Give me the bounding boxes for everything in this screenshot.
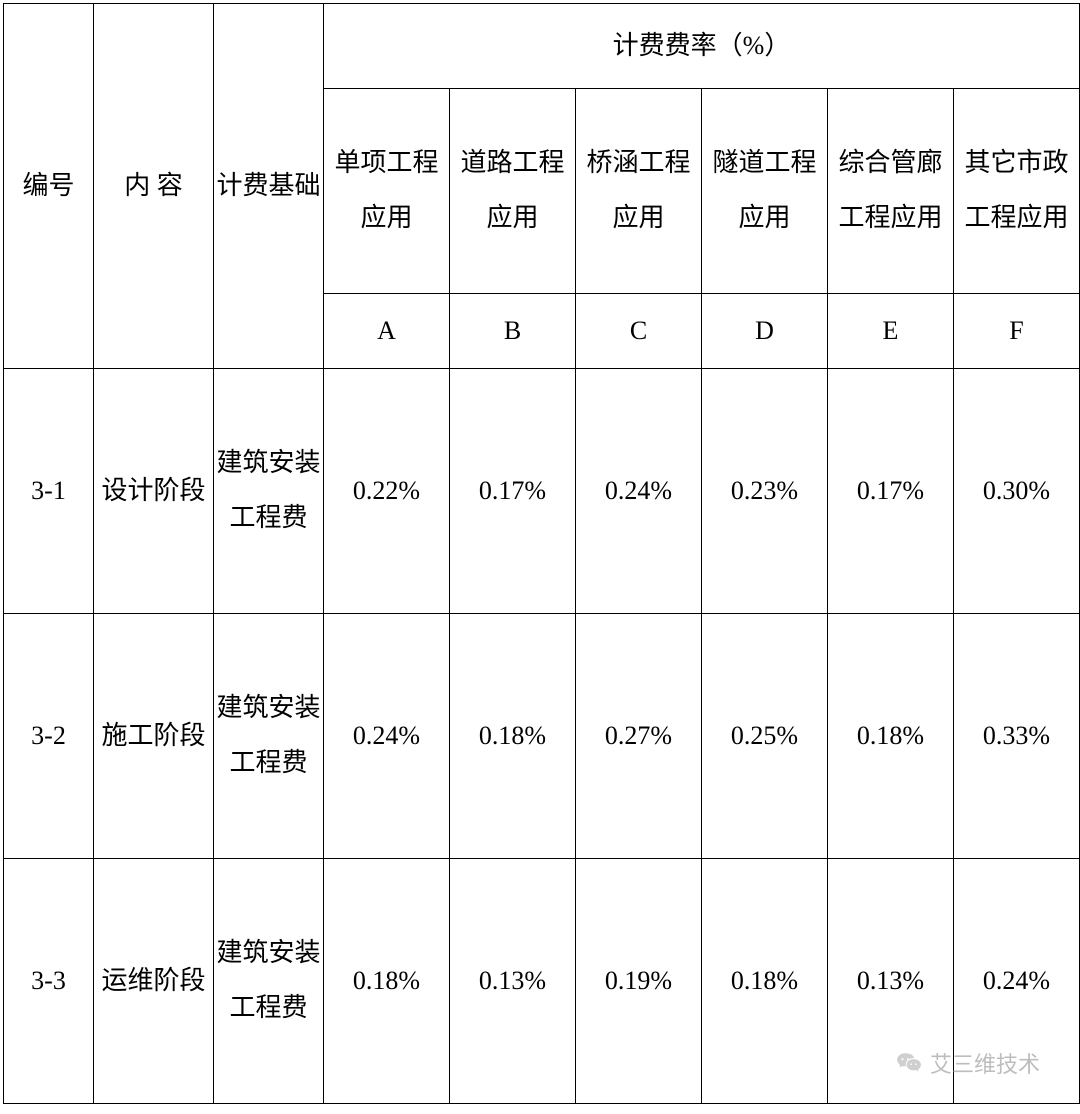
cell-rate: 0.17% (450, 369, 576, 614)
cell-rate: 0.18% (450, 614, 576, 859)
cell-rate: 0.18% (324, 859, 450, 1104)
header-rate-letter: B (450, 294, 576, 369)
header-rate-letter: D (702, 294, 828, 369)
header-row-1: 编号 内 容 计费基础 计费费率（%） (4, 4, 1080, 89)
cell-rate: 0.13% (828, 859, 954, 1104)
table-row: 3-3 运维阶段 建筑安装工程费 0.18% 0.13% 0.19% 0.18%… (4, 859, 1080, 1104)
header-basis: 计费基础 (214, 4, 324, 369)
header-rate-label: 隧道工程应用 (702, 89, 828, 294)
cell-rate: 0.24% (576, 369, 702, 614)
cell-basis: 建筑安装工程费 (214, 859, 324, 1104)
header-rate-label: 综合管廊工程应用 (828, 89, 954, 294)
cell-rate: 0.19% (576, 859, 702, 1104)
cell-rate: 0.30% (954, 369, 1080, 614)
header-rate-label: 道路工程应用 (450, 89, 576, 294)
cell-rate: 0.24% (324, 614, 450, 859)
header-rate-label: 桥涵工程应用 (576, 89, 702, 294)
header-rate-label: 单项工程应用 (324, 89, 450, 294)
header-rate-group: 计费费率（%） (324, 4, 1080, 89)
cell-rate: 0.17% (828, 369, 954, 614)
cell-num: 3-3 (4, 859, 94, 1104)
header-content: 内 容 (94, 4, 214, 369)
table-row: 3-1 设计阶段 建筑安装工程费 0.22% 0.17% 0.24% 0.23%… (4, 369, 1080, 614)
header-rate-label: 其它市政工程应用 (954, 89, 1080, 294)
cell-rate: 0.18% (828, 614, 954, 859)
cell-rate: 0.25% (702, 614, 828, 859)
cell-rate: 0.23% (702, 369, 828, 614)
cell-rate: 0.18% (702, 859, 828, 1104)
cell-num: 3-2 (4, 614, 94, 859)
cell-rate: 0.27% (576, 614, 702, 859)
cell-rate: 0.22% (324, 369, 450, 614)
cell-rate: 0.13% (450, 859, 576, 1104)
cell-content: 设计阶段 (94, 369, 214, 614)
cell-content: 运维阶段 (94, 859, 214, 1104)
cell-basis: 建筑安装工程费 (214, 614, 324, 859)
fee-rate-table: 编号 内 容 计费基础 计费费率（%） 单项工程应用 道路工程应用 桥涵工程应用… (3, 3, 1080, 1104)
cell-content: 施工阶段 (94, 614, 214, 859)
cell-basis: 建筑安装工程费 (214, 369, 324, 614)
cell-num: 3-1 (4, 369, 94, 614)
table-row: 3-2 施工阶段 建筑安装工程费 0.24% 0.18% 0.27% 0.25%… (4, 614, 1080, 859)
header-rate-letter: F (954, 294, 1080, 369)
cell-rate: 0.33% (954, 614, 1080, 859)
header-rate-letter: C (576, 294, 702, 369)
header-rate-letter: A (324, 294, 450, 369)
cell-rate: 0.24% (954, 859, 1080, 1104)
header-num: 编号 (4, 4, 94, 369)
header-rate-letter: E (828, 294, 954, 369)
